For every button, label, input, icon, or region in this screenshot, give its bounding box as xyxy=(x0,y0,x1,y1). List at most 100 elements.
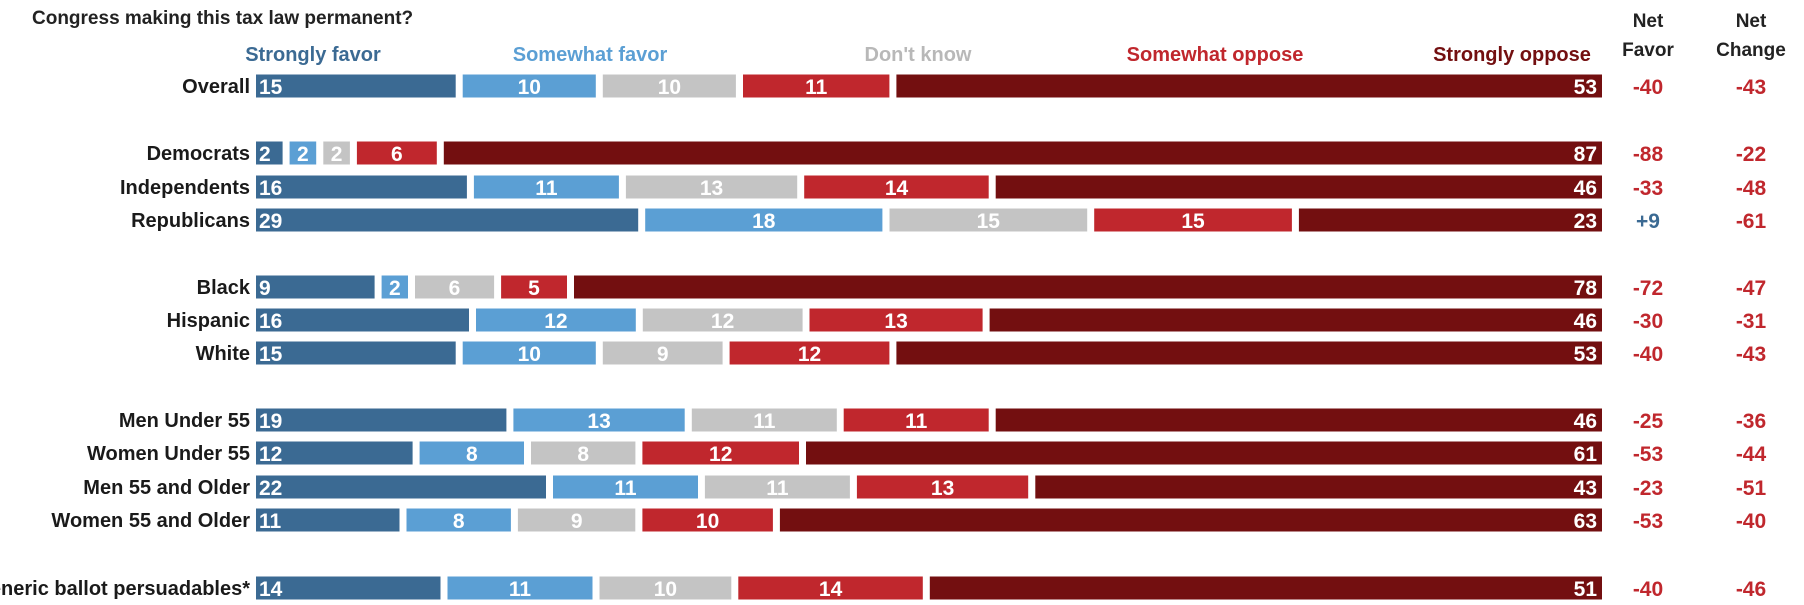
bar-segment-dont-know xyxy=(323,141,350,165)
bar-segment-somewhat-oppose xyxy=(642,508,773,532)
row-label: Republicans xyxy=(131,210,250,232)
bar-segment-strongly-favor xyxy=(256,408,507,432)
row-3: Republicans 29 18 15 15 23 +9 -61 xyxy=(131,208,1767,233)
bar-value-strongly-oppose: 43 xyxy=(1574,477,1597,500)
net-change-header-line2: Change xyxy=(1716,40,1786,61)
bar-segment-dont-know xyxy=(889,208,1088,232)
bar-segment-strongly-oppose xyxy=(929,576,1602,600)
bar-segment-somewhat-oppose xyxy=(1094,208,1292,232)
net-change-value: -22 xyxy=(1736,143,1766,166)
row-9: Men 55 and Older 22 11 11 13 43 -23 -51 xyxy=(83,475,1766,500)
bar-segment-strongly-oppose xyxy=(989,308,1602,332)
bar-value-somewhat-favor: 11 xyxy=(535,177,558,200)
row-11: Generic ballot persuadables* 14 11 10 14 51 -4… xyxy=(0,576,1766,601)
bar-segment-strongly-favor xyxy=(256,208,639,232)
bar-segment-somewhat-favor xyxy=(473,175,619,199)
net-change-value: -40 xyxy=(1736,510,1766,533)
bar-segment-somewhat-favor xyxy=(462,341,596,365)
bar-value-strongly-oppose: 46 xyxy=(1574,410,1597,433)
row-label: Men Under 55 xyxy=(119,410,250,432)
bar-segment-strongly-favor xyxy=(256,341,456,365)
bar-segment-strongly-oppose xyxy=(779,508,1602,532)
bar-value-somewhat-favor: 8 xyxy=(466,443,478,466)
row-label: Generic ballot persuadables* xyxy=(0,578,250,600)
row-label: Democrats xyxy=(147,143,250,165)
bar-segment-dont-know xyxy=(691,408,837,432)
bar-value-somewhat-oppose: 11 xyxy=(805,76,828,99)
bar-segment-strongly-oppose xyxy=(995,408,1602,432)
row-label: Black xyxy=(197,277,251,299)
bar-value-dont-know: 6 xyxy=(449,277,461,300)
bar-value-somewhat-oppose: 10 xyxy=(696,510,719,533)
bar-value-strongly-favor: 9 xyxy=(259,277,271,300)
legend-dont-know: Don't know xyxy=(865,44,972,66)
net-favor-value: -23 xyxy=(1633,477,1663,500)
bar-segment-somewhat-oppose xyxy=(356,141,437,165)
bar-segment-strongly-favor xyxy=(256,576,441,600)
bar-value-somewhat-favor: 11 xyxy=(614,477,637,500)
bar-segment-dont-know xyxy=(642,308,803,332)
row-10: Women 55 and Older 11 8 9 10 63 -53 -40 xyxy=(51,508,1766,533)
row-5: Hispanic 16 12 12 13 46 -30 -31 xyxy=(167,308,1766,333)
bar-segment-somewhat-oppose xyxy=(856,475,1029,499)
bar-value-strongly-oppose: 46 xyxy=(1574,310,1597,333)
row-label: Men 55 and Older xyxy=(83,477,250,499)
bar-segment-somewhat-favor xyxy=(476,308,636,332)
net-change-value: -48 xyxy=(1736,177,1767,200)
bar-segment-somewhat-oppose xyxy=(729,341,890,365)
bar-value-dont-know: 10 xyxy=(658,76,681,99)
bar-value-somewhat-oppose: 5 xyxy=(528,277,540,300)
row-8: Women Under 55 12 8 8 12 61 -53 -44 xyxy=(87,441,1767,466)
bar-value-strongly-oppose: 63 xyxy=(1574,510,1597,533)
bar-value-strongly-favor: 22 xyxy=(259,477,282,500)
bar-segment-strongly-favor xyxy=(256,475,546,499)
bar-segment-strongly-favor xyxy=(256,74,456,98)
bar-value-somewhat-favor: 2 xyxy=(297,143,309,166)
bar-segment-somewhat-oppose xyxy=(804,175,989,199)
bar-segment-strongly-oppose xyxy=(806,441,1602,465)
bar-segment-dont-know xyxy=(602,74,736,98)
bar-value-strongly-oppose: 61 xyxy=(1574,443,1598,466)
bar-value-dont-know: 2 xyxy=(331,143,343,166)
net-favor-value: -53 xyxy=(1633,510,1663,533)
net-favor-value: -33 xyxy=(1633,177,1663,200)
row-label: Women Under 55 xyxy=(87,443,250,465)
bar-value-strongly-favor: 2 xyxy=(259,143,271,166)
bar-segment-strongly-oppose xyxy=(896,74,1602,98)
bar-value-somewhat-favor: 2 xyxy=(389,277,401,300)
bar-segment-dont-know xyxy=(415,275,495,299)
bar-value-dont-know: 11 xyxy=(753,410,776,433)
bar-segment-somewhat-favor xyxy=(462,74,596,98)
bar-value-dont-know: 15 xyxy=(977,210,1001,233)
bar-segment-dont-know xyxy=(602,341,723,365)
bar-segment-strongly-favor xyxy=(256,508,400,532)
net-change-value: -61 xyxy=(1736,210,1767,233)
net-favor-header-line2: Favor xyxy=(1622,40,1674,61)
bar-segment-somewhat-favor xyxy=(513,408,685,432)
bar-value-somewhat-oppose: 12 xyxy=(798,343,821,366)
net-change-value: -43 xyxy=(1736,343,1766,366)
bar-segment-dont-know xyxy=(531,441,636,465)
bar-value-dont-know: 12 xyxy=(711,310,734,333)
bar-segment-strongly-favor xyxy=(256,141,283,165)
net-favor-value: -40 xyxy=(1633,578,1663,601)
bar-segment-strongly-oppose xyxy=(574,275,1602,299)
bar-segment-strongly-favor xyxy=(256,308,469,332)
legend-somewhat-favor: Somewhat favor xyxy=(513,44,668,66)
bar-value-somewhat-favor: 13 xyxy=(587,410,610,433)
bar-value-strongly-favor: 16 xyxy=(259,310,282,333)
row-6: White 15 10 9 12 53 -40 -43 xyxy=(196,341,1766,366)
bar-value-strongly-favor: 19 xyxy=(259,410,282,433)
bar-value-somewhat-favor: 8 xyxy=(453,510,465,533)
bar-segment-somewhat-oppose xyxy=(738,576,923,600)
bar-value-strongly-oppose: 78 xyxy=(1574,277,1598,300)
net-change-value: -44 xyxy=(1736,443,1767,466)
net-change-value: -43 xyxy=(1736,76,1766,99)
bar-value-somewhat-oppose: 14 xyxy=(819,578,843,601)
bar-value-somewhat-oppose: 13 xyxy=(931,477,954,500)
net-favor-value: -53 xyxy=(1633,443,1663,466)
bar-value-somewhat-oppose: 11 xyxy=(905,410,928,433)
question-text: Congress making this tax law permanent? xyxy=(32,8,413,29)
bar-value-strongly-oppose: 23 xyxy=(1574,210,1597,233)
